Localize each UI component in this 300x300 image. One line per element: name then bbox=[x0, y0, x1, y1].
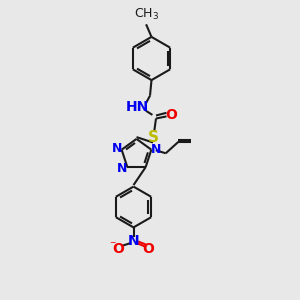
Text: S: S bbox=[148, 130, 158, 145]
Text: O: O bbox=[166, 108, 178, 122]
Text: CH$_3$: CH$_3$ bbox=[134, 7, 159, 22]
Text: $^-$: $^-$ bbox=[108, 240, 117, 250]
Text: N: N bbox=[128, 234, 139, 248]
Text: O: O bbox=[142, 242, 154, 256]
Text: HN: HN bbox=[126, 100, 149, 114]
Text: O: O bbox=[112, 242, 124, 256]
Text: N: N bbox=[151, 143, 162, 156]
Text: N: N bbox=[117, 161, 128, 175]
Text: N: N bbox=[112, 142, 122, 155]
